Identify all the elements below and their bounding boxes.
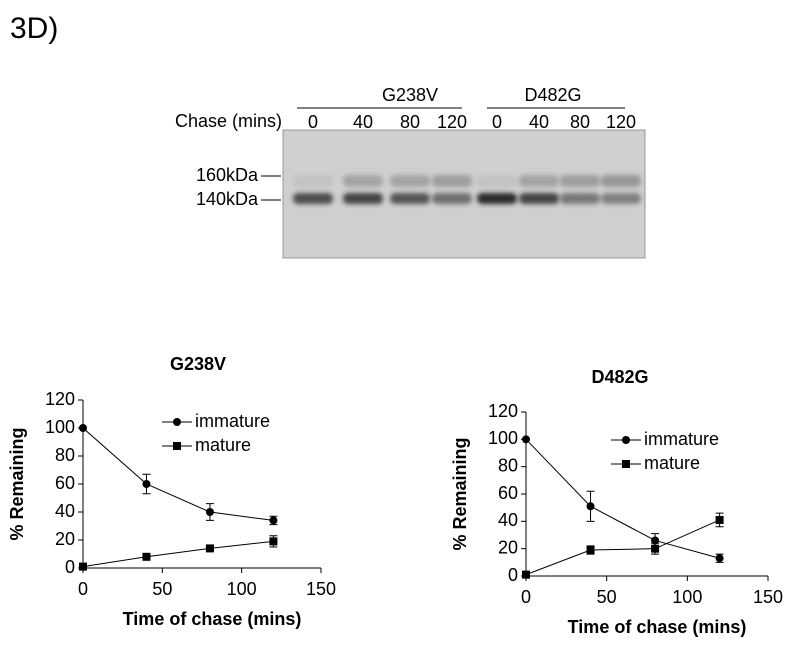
gel-band — [560, 175, 600, 187]
point — [142, 480, 151, 488]
gel-band — [432, 175, 472, 187]
lane-label: 120 — [606, 112, 636, 132]
legend-label: mature — [195, 435, 251, 455]
x-tick-label: 100 — [672, 587, 702, 607]
y-tick-label: 100 — [45, 417, 75, 437]
point — [269, 537, 278, 546]
gel-band — [519, 175, 559, 187]
x-axis-label: Time of chase (mins) — [123, 609, 302, 629]
x-tick-label: 0 — [521, 587, 531, 607]
lane-label: 80 — [570, 112, 590, 132]
lane-label: 40 — [529, 112, 549, 132]
point — [269, 516, 278, 525]
gel-band — [390, 193, 430, 204]
chart-title: G238V — [170, 354, 226, 374]
legend-label: immature — [644, 429, 719, 449]
lane-label: 40 — [353, 112, 373, 132]
y-axis-label: % Remaining — [450, 437, 470, 550]
y-tick-label: 20 — [55, 529, 75, 549]
series-line — [82, 427, 274, 521]
y-tick-label: 120 — [488, 401, 518, 421]
legend-marker — [622, 436, 630, 444]
lane-label: 80 — [400, 112, 420, 132]
y-tick-label: 100 — [488, 428, 518, 448]
point — [586, 546, 595, 555]
panel-label: 3D) — [10, 12, 58, 45]
y-tick-label: 80 — [498, 455, 518, 475]
point — [651, 544, 660, 553]
y-tick-label: 0 — [65, 557, 75, 577]
legend-marker — [622, 460, 630, 468]
x-tick-label: 0 — [78, 579, 88, 599]
y-tick-label: 40 — [498, 510, 518, 530]
chart-title: D482G — [591, 367, 648, 387]
y-tick-label: 40 — [55, 501, 75, 521]
point — [79, 424, 87, 432]
point — [522, 435, 530, 444]
y-tick-label: 60 — [498, 483, 518, 503]
point — [586, 502, 595, 511]
y-tick-label: 80 — [55, 445, 75, 465]
lane-label: 0 — [492, 112, 502, 132]
gel-band — [293, 193, 333, 204]
point — [79, 562, 87, 571]
y-tick-label: 0 — [508, 565, 518, 585]
gel-band — [293, 175, 333, 187]
gel-band — [560, 193, 600, 204]
lane-label: 0 — [308, 112, 318, 132]
point — [715, 554, 724, 563]
gel-band — [390, 175, 430, 187]
y-tick-label: 20 — [498, 537, 518, 557]
series-line — [525, 438, 720, 559]
y-tick-label: 120 — [45, 389, 75, 409]
mw-marker: 140kDa — [196, 189, 259, 209]
x-tick-label: 50 — [597, 587, 617, 607]
group-label: G238V — [382, 85, 438, 105]
point — [522, 570, 530, 579]
gel-band — [601, 175, 641, 187]
x-tick-label: 150 — [306, 579, 336, 599]
point — [651, 536, 660, 545]
point — [205, 508, 214, 516]
gel-band — [343, 193, 383, 204]
gel-band — [343, 175, 383, 187]
legend-marker — [173, 442, 181, 450]
legend-label: immature — [195, 411, 270, 431]
y-axis-label: % Remaining — [7, 427, 27, 540]
x-tick-label: 50 — [152, 579, 172, 599]
series-line — [82, 540, 274, 568]
point — [142, 552, 151, 561]
point — [205, 544, 214, 553]
legend-marker — [173, 418, 181, 426]
group-label: D482G — [524, 85, 581, 105]
lane-label: 120 — [437, 112, 467, 132]
x-tick-label: 150 — [753, 587, 783, 607]
gel-band — [477, 193, 517, 204]
x-axis-label: Time of chase (mins) — [568, 617, 747, 637]
y-tick-label: 60 — [55, 473, 75, 493]
gel-band — [432, 193, 472, 204]
point — [715, 515, 724, 524]
gel: 0 40 80 120 0 40 80 120 G238V D482G Chase (mins) 16… — [175, 85, 641, 209]
legend-label: mature — [644, 453, 700, 473]
x-tick-label: 100 — [227, 579, 257, 599]
gel-band — [477, 175, 517, 187]
series-line — [525, 519, 720, 576]
gel-band — [601, 193, 641, 204]
gel-band — [519, 193, 559, 204]
row-label: Chase (mins) — [175, 111, 282, 131]
mw-marker: 160kDa — [196, 165, 259, 185]
